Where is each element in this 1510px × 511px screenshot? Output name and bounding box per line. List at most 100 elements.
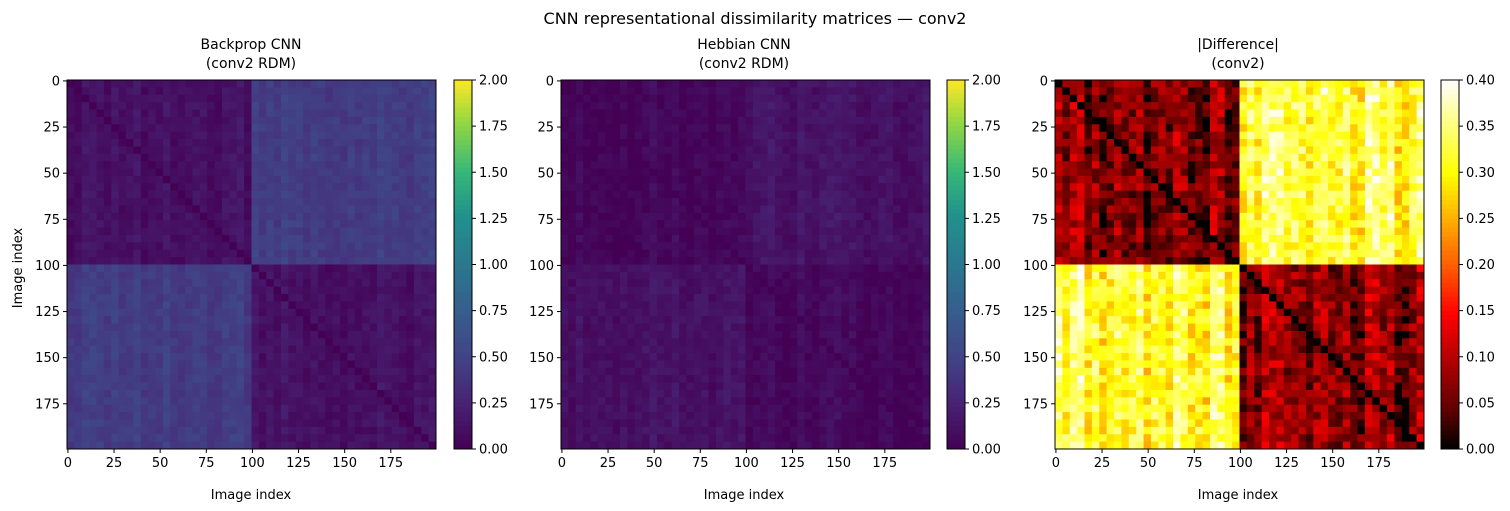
heatmap-cell	[834, 404, 842, 413]
heatmap-cell	[266, 124, 275, 133]
heatmap-cell	[126, 227, 134, 236]
heatmap-cell	[708, 205, 717, 214]
heatmap-cell	[111, 116, 120, 125]
heatmap-cell	[900, 367, 909, 376]
heatmap-cell	[67, 220, 75, 228]
heatmap-cell	[649, 360, 658, 369]
heatmap-cell	[885, 227, 894, 236]
heatmap-cell	[693, 87, 702, 96]
heatmap-cell	[915, 146, 924, 155]
heatmap-cell	[317, 294, 326, 302]
heatmap-cell	[229, 183, 238, 192]
heatmap-cell	[715, 168, 724, 177]
heatmap-cell	[126, 257, 134, 265]
heatmap-cell	[229, 330, 238, 339]
heatmap-cell	[81, 301, 90, 310]
heatmap-cell	[642, 131, 650, 140]
heatmap-cell	[893, 102, 901, 110]
heatmap-cell	[391, 183, 400, 192]
heatmap-cell	[317, 434, 326, 443]
heatmap-cell	[74, 198, 83, 206]
heatmap-cell	[185, 220, 193, 228]
heatmap-cell	[126, 419, 134, 428]
heatmap-cell	[185, 412, 193, 420]
heatmap-cell	[893, 412, 901, 420]
heatmap-cell	[96, 345, 105, 354]
heatmap-cell	[597, 124, 606, 133]
heatmap-cell	[870, 87, 879, 96]
heatmap-cell	[362, 183, 370, 192]
heatmap-cell	[162, 109, 171, 118]
heatmap-cell	[708, 183, 717, 192]
heatmap-cell	[605, 124, 614, 133]
heatmap-cell	[266, 220, 275, 228]
heatmap-cell	[782, 87, 791, 96]
heatmap-cell	[229, 279, 238, 288]
heatmap-cell	[775, 146, 783, 155]
heatmap-cell	[723, 183, 732, 192]
heatmap-cell	[199, 175, 208, 184]
heatmap-cell	[303, 80, 311, 88]
heatmap-cell	[730, 286, 739, 295]
heatmap-cell	[162, 153, 171, 162]
heatmap-cell	[819, 345, 828, 354]
heatmap-cell	[671, 153, 680, 162]
heatmap-cell	[642, 190, 650, 199]
heatmap-cell	[126, 139, 134, 147]
heatmap-cell	[406, 234, 415, 243]
heatmap-cell	[133, 234, 142, 243]
heatmap-cell	[693, 153, 702, 162]
heatmap-cell	[752, 404, 761, 413]
heatmap-cell	[730, 382, 739, 391]
heatmap-cell	[229, 175, 238, 184]
heatmap-cell	[893, 205, 901, 214]
heatmap-cell	[583, 220, 591, 228]
heatmap-cell	[428, 205, 437, 214]
heatmap-cell	[89, 367, 97, 376]
heatmap-cell	[347, 345, 356, 354]
heatmap-cell	[391, 338, 400, 347]
heatmap-cell	[922, 87, 931, 96]
heatmap-cell	[782, 124, 791, 133]
heatmap-cell	[118, 94, 127, 103]
heatmap-cell	[281, 360, 289, 369]
heatmap-cell	[634, 264, 643, 273]
heatmap-cell	[325, 190, 334, 199]
heatmap-cell	[686, 316, 695, 324]
heatmap-cell	[67, 382, 75, 391]
heatmap-cell	[612, 338, 621, 347]
heatmap-cell	[826, 168, 835, 177]
heatmap-cell	[686, 257, 695, 265]
heatmap-cell	[664, 389, 673, 398]
heatmap-cell	[214, 190, 223, 199]
heatmap-cell	[185, 168, 193, 177]
heatmap-cell	[649, 183, 658, 192]
heatmap-cell	[96, 249, 105, 258]
heatmap-cell	[745, 234, 754, 243]
heatmap-cell	[583, 109, 591, 118]
heatmap-cell	[406, 375, 415, 383]
heatmap-cell	[856, 308, 864, 317]
heatmap-cell	[118, 153, 127, 162]
heatmap-cell	[192, 94, 201, 103]
heatmap-cell	[67, 102, 75, 110]
heatmap-cell	[841, 264, 850, 273]
heatmap-cell	[863, 242, 872, 251]
heatmap-cell	[701, 419, 709, 428]
heatmap-cell	[634, 139, 643, 147]
heatmap-cell	[148, 301, 156, 310]
heatmap-cell	[686, 271, 695, 280]
heatmap-cell	[251, 257, 260, 265]
heatmap-cell	[111, 441, 120, 450]
heatmap-cell	[148, 382, 156, 391]
heatmap-cell	[627, 175, 636, 184]
heatmap-cell	[686, 382, 695, 391]
heatmap-cell	[620, 227, 628, 236]
heatmap-cell	[679, 345, 687, 354]
heatmap-cell	[583, 308, 591, 317]
heatmap-cell	[893, 139, 901, 147]
heatmap-cell	[340, 330, 348, 339]
heatmap-cell	[384, 441, 393, 450]
heatmap-cell	[922, 353, 931, 361]
heatmap-cell	[288, 397, 297, 406]
